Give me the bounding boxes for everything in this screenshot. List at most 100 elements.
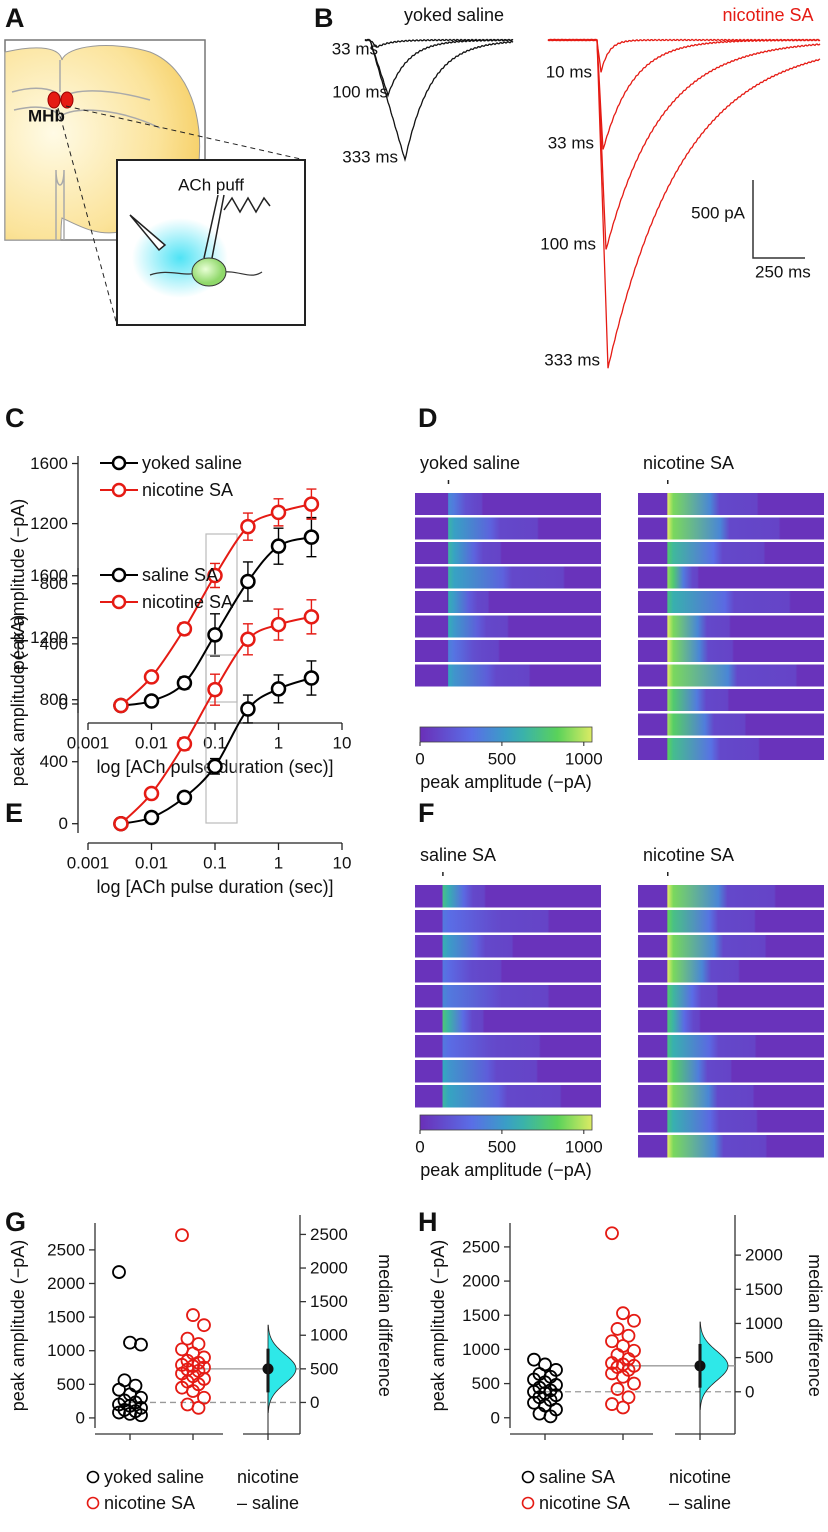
data-point [527,1352,541,1367]
heatmap-row [415,935,601,958]
x-tick-label: 0.01 [135,734,168,753]
x-axis-label: log [ACh pulse duration (sec)] [96,877,333,897]
y-tick-label: 1000 [47,1341,85,1360]
heatmap-row [415,910,601,933]
data-point [134,1408,148,1423]
heatmap-row [638,542,824,564]
data-point [207,758,223,775]
y2-tick-label: 1500 [745,1280,783,1299]
data-point [303,670,320,686]
y-tick-label: 800 [40,690,68,709]
legend-label: yoked saline [142,453,242,473]
current-trace [547,38,821,369]
colorbar [419,1114,593,1131]
legend-marker [521,1496,535,1510]
colorbar-tick-label: 0 [415,750,424,769]
y-tick-label: 1500 [47,1308,85,1327]
data-point [176,789,193,806]
heatmap-row [638,1085,824,1108]
y-tick-label: 500 [57,1375,85,1394]
trace-label: 33 ms [332,40,378,59]
heatmap-row [638,493,824,515]
data-point [240,631,256,648]
colorbar-tick-label: 1000 [565,1138,603,1157]
data-point [176,621,193,637]
y2-axis-label: median difference [375,1254,395,1397]
data-point [610,1322,625,1336]
y-tick-label: 2000 [462,1272,500,1291]
difference-sublabel: – saline [669,1493,731,1513]
heatmap-row [638,713,824,736]
x-tick-label: 0.001 [67,854,110,873]
x-tick-label: 0.01 [135,854,168,873]
y-axis-label: peak amplitude (−pA) [8,1240,28,1412]
panel-label: B [314,3,334,33]
y2-tick-label: 500 [745,1348,773,1367]
data-point [176,675,193,691]
heatmap-row [638,910,824,933]
heatmap-row [415,566,601,589]
panel-label: A [5,3,25,33]
panel-label: E [5,798,23,828]
heatmap-row [638,566,824,589]
heatmap-row [638,985,824,1008]
heatmap-title: nicotine SA [643,845,734,865]
data-point [303,529,320,545]
data-point [270,616,287,633]
data-point [270,538,287,554]
y-tick-label: 400 [40,634,68,653]
heatmap-row [638,885,824,908]
heatmap-row [638,615,824,638]
heatmap-title: saline SA [420,845,496,865]
data-point [303,496,320,512]
heatmap-row [415,640,601,662]
legend-marker [111,567,127,583]
x-tick-label: 10 [333,734,352,753]
data-point [616,1369,630,1384]
legend-marker [86,1470,100,1484]
highlight-box [205,533,238,703]
heatmap-row [415,493,601,515]
trace-title: yoked saline [404,5,504,25]
data-point [627,1376,641,1391]
data-point [175,1228,189,1242]
legend-label: nicotine SA [142,480,233,500]
x-tick-label: 0.1 [203,854,227,873]
data-point [543,1409,558,1424]
data-point [303,609,320,625]
data-point [605,1226,619,1241]
data-point [123,1335,137,1350]
colorbar-tick-label: 500 [488,750,516,769]
bootstrap-distribution [699,1321,729,1410]
data-point [616,1400,630,1415]
difference-label: nicotine [669,1467,731,1487]
x-tick-label: 0.1 [203,734,227,753]
heatmap-row [638,1035,824,1058]
heatmap-row [415,1035,601,1058]
schematic: MHb ACh puff [4,39,306,326]
trace-label: 10 ms [546,63,592,82]
data-point [240,518,256,535]
legend-label: saline SA [539,1467,615,1487]
data-point [621,1328,636,1343]
heatmap-row [638,960,824,983]
trace-title: nicotine SA [722,5,813,25]
heatmap-row [415,985,601,1008]
data-point [143,693,160,709]
heatmap-row [415,1010,601,1033]
trace-label: 333 ms [342,148,398,167]
heatmap-row [415,960,601,983]
data-point [176,736,193,752]
data-point [128,1378,143,1393]
panel-label: F [418,798,435,828]
neuron [191,257,227,287]
y-tick-label: 1200 [30,514,68,533]
data-point [191,1400,206,1415]
legend-marker [111,482,127,498]
y2-tick-label: 1000 [310,1326,348,1345]
heatmap-row [415,885,601,908]
y-tick-label: 500 [472,1374,500,1393]
mhb-region [60,91,74,109]
data-point [143,809,160,826]
heatmap-row [415,664,601,687]
